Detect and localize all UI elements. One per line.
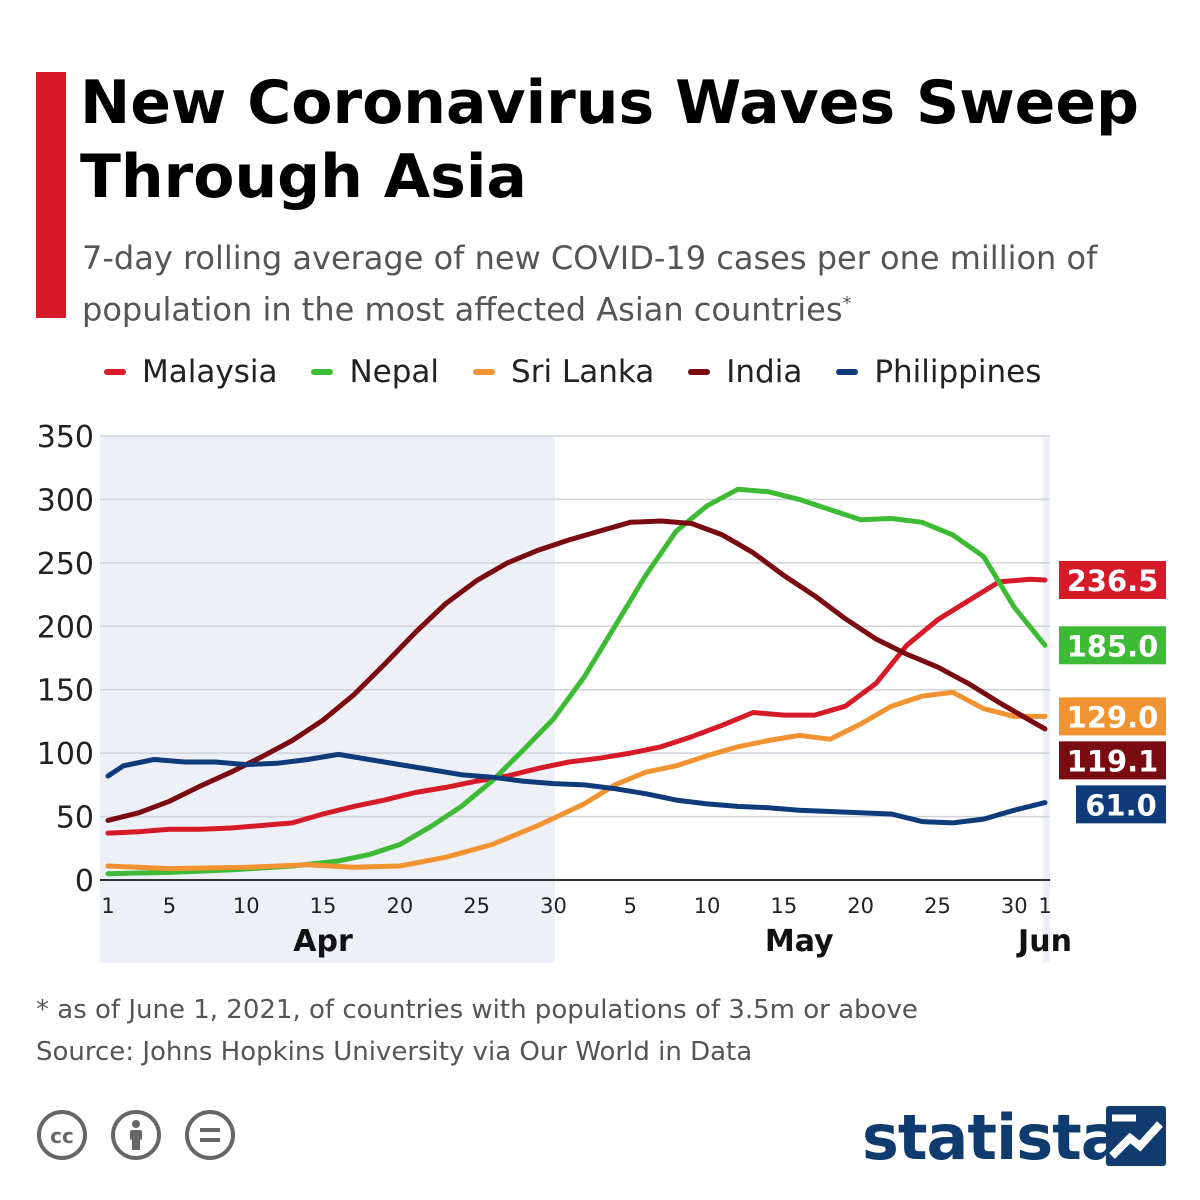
no-derivatives-icon[interactable] bbox=[184, 1109, 236, 1161]
x-tick-label: 5 bbox=[624, 894, 637, 918]
end-value-box bbox=[1059, 560, 1166, 599]
legend-item-philippines: Philippines bbox=[836, 354, 1041, 390]
x-tick-label: 15 bbox=[310, 894, 337, 918]
x-tick-label: 20 bbox=[847, 894, 874, 918]
legend-item-india: India bbox=[688, 354, 802, 390]
y-tick-label: 150 bbox=[37, 674, 94, 709]
legend-label: India bbox=[726, 354, 803, 390]
legend-label: Sri Lanka bbox=[511, 354, 655, 390]
legend-item-nepal: Nepal bbox=[311, 354, 439, 390]
series-line-philippines bbox=[105, 751, 1048, 826]
x-tick-label: 10 bbox=[694, 894, 721, 918]
legend-item-malaysia: Malaysia bbox=[104, 354, 277, 390]
end-value-label: 119.1 bbox=[1067, 744, 1159, 778]
end-value-box bbox=[1059, 626, 1166, 665]
statista-wordmark: statista bbox=[862, 1101, 1123, 1174]
x-tick-label: 25 bbox=[924, 894, 951, 918]
y-tick-label: 250 bbox=[37, 547, 94, 582]
source-note: Source: Johns Hopkins University via Our… bbox=[36, 1037, 753, 1067]
end-value-label: 129.0 bbox=[1067, 700, 1159, 734]
y-tick-label: 50 bbox=[56, 801, 94, 836]
creative-commons-icon[interactable]: cc bbox=[36, 1109, 88, 1161]
end-value-label: 185.0 bbox=[1067, 629, 1159, 663]
svg-text:cc: cc bbox=[50, 1124, 74, 1148]
legend-swatch bbox=[836, 369, 859, 375]
x-tick-label: 30 bbox=[1001, 894, 1028, 918]
y-tick-label: 200 bbox=[37, 610, 94, 645]
month-label: Apr bbox=[293, 924, 353, 959]
x-tick-label: 1 bbox=[101, 894, 114, 918]
end-value-label: 61.0 bbox=[1085, 788, 1157, 822]
x-tick-label: 20 bbox=[386, 894, 413, 918]
chart-title: New Coronavirus Waves Sweep Through Asia bbox=[80, 68, 1139, 212]
legend-item-sri-lanka: Sri Lanka bbox=[473, 354, 654, 390]
legend-swatch bbox=[473, 369, 496, 375]
legend-label: Malaysia bbox=[142, 354, 278, 390]
series-line-sri-lanka bbox=[105, 689, 1048, 872]
series-line-india bbox=[105, 518, 1048, 823]
end-value-box bbox=[1059, 741, 1166, 780]
x-tick-label: 25 bbox=[463, 894, 490, 918]
month-label: May bbox=[765, 924, 834, 959]
x-tick-label: 10 bbox=[233, 894, 260, 918]
end-value-box bbox=[1076, 785, 1166, 824]
legend-label: Philippines bbox=[874, 354, 1042, 390]
legend-swatch bbox=[104, 369, 126, 375]
x-tick-label: 5 bbox=[163, 894, 176, 918]
subtitle-footnote-mark: * bbox=[842, 293, 852, 314]
legend-label: Nepal bbox=[349, 354, 440, 390]
x-tick-label: 15 bbox=[771, 894, 798, 918]
end-value-box bbox=[1059, 697, 1166, 736]
subtitle-text: 7-day rolling average of new COVID-19 ca… bbox=[82, 239, 1098, 329]
end-value-label: 236.5 bbox=[1067, 564, 1159, 598]
series-line-nepal bbox=[105, 486, 1048, 877]
attribution-icon[interactable] bbox=[110, 1109, 162, 1161]
footnote: * as of June 1, 2021, of countries with … bbox=[36, 995, 918, 1025]
y-tick-label: 350 bbox=[37, 420, 94, 455]
legend-swatch bbox=[688, 369, 711, 375]
y-tick-label: 100 bbox=[37, 737, 94, 772]
y-tick-label: 0 bbox=[75, 864, 94, 899]
legend: Malaysia Nepal Sri Lanka India Philippines bbox=[104, 354, 1075, 390]
y-tick-label: 300 bbox=[37, 483, 94, 518]
month-label: Jun bbox=[1016, 924, 1072, 959]
month-band-apr bbox=[100, 436, 555, 963]
title-accent-bar bbox=[36, 72, 66, 318]
statista-logo-icon bbox=[1106, 1106, 1166, 1166]
chart-subtitle: 7-day rolling average of new COVID-19 ca… bbox=[82, 236, 1182, 333]
x-tick-label: 1 bbox=[1038, 894, 1051, 918]
x-tick-label: 30 bbox=[540, 894, 567, 918]
legend-swatch bbox=[311, 369, 334, 375]
month-band-jun bbox=[1042, 436, 1050, 963]
